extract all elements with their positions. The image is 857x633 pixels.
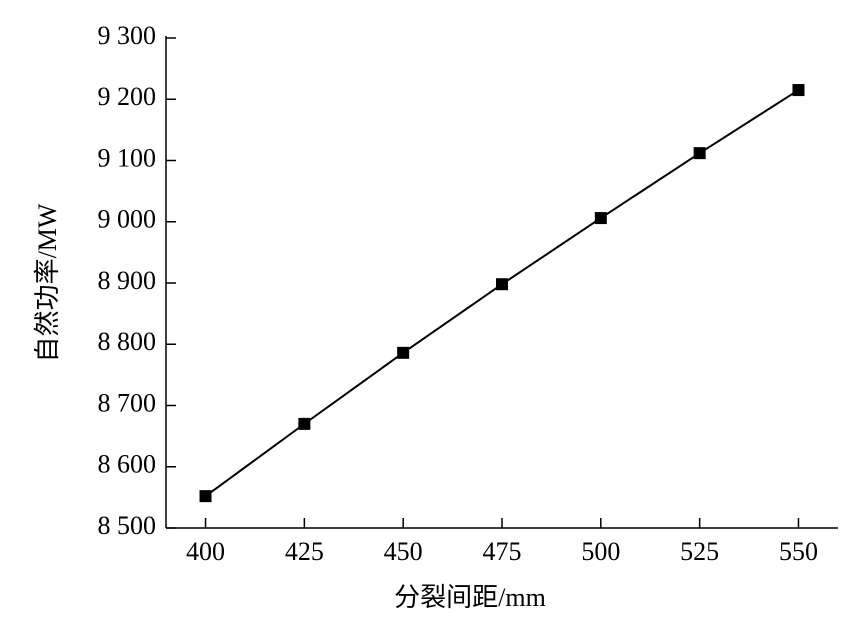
marker — [199, 490, 212, 503]
marker — [496, 278, 508, 291]
y-tick-label: 9 300 — [98, 21, 157, 50]
marker — [693, 147, 706, 160]
x-tick-label: 550 — [779, 537, 818, 566]
series-line — [204, 89, 800, 497]
y-axis-label: 自然功率/MW — [33, 203, 62, 362]
y-tick-label: 8 600 — [98, 450, 157, 479]
y-tick-label: 9 000 — [98, 205, 157, 234]
y-tick-label: 9 200 — [98, 82, 157, 111]
y-tick-label: 8 700 — [98, 388, 157, 417]
marker — [792, 84, 805, 97]
marker — [594, 212, 607, 225]
y-tick-label: 9 100 — [98, 143, 157, 172]
x-tick-label: 500 — [581, 537, 620, 566]
y-tick-label: 8 800 — [98, 327, 157, 356]
x-tick-label: 525 — [680, 537, 719, 566]
x-tick-label: 450 — [384, 537, 423, 566]
y-tick-label: 8 500 — [98, 511, 157, 540]
x-axis-label: 分裂间距/mm — [394, 583, 546, 612]
x-tick-label: 400 — [186, 537, 225, 566]
x-tick-label: 425 — [285, 537, 324, 566]
x-tick-label: 475 — [483, 537, 522, 566]
marker — [397, 346, 410, 359]
y-tick-label: 8 900 — [98, 266, 157, 295]
marker — [298, 417, 311, 430]
